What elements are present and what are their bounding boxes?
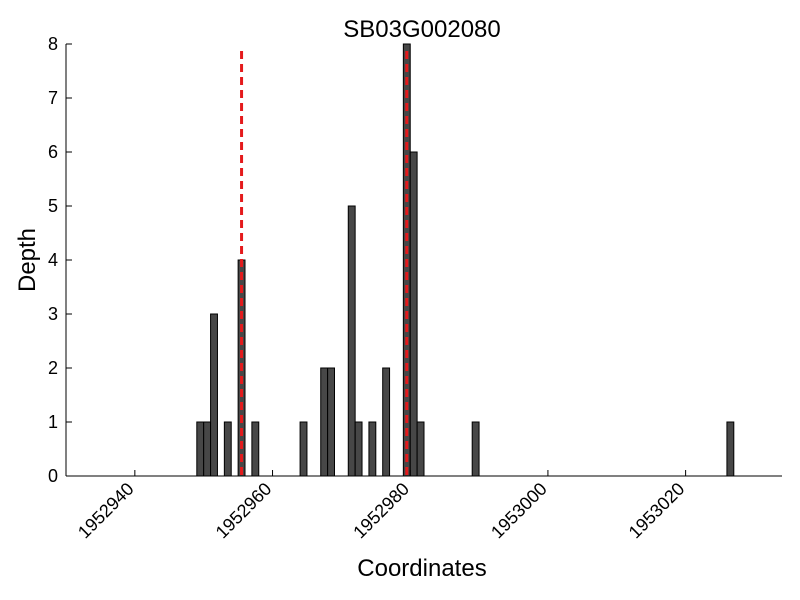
chart-title: SB03G002080 <box>343 16 500 43</box>
x-tick-label: 1953000 <box>487 479 551 543</box>
y-tick-label: 1 <box>48 412 58 432</box>
bar <box>320 367 329 477</box>
bar <box>210 313 218 477</box>
y-tick-label: 4 <box>48 250 58 270</box>
bar <box>203 421 212 477</box>
bar <box>223 421 232 477</box>
bar <box>196 421 205 477</box>
bar <box>382 367 391 477</box>
bar <box>347 205 356 477</box>
y-tick-label: 7 <box>48 88 58 108</box>
y-tick-label: 8 <box>48 34 58 54</box>
plot-area: 0 1 2 3 4 5 6 7 8 1952940 1952960 1952980 1953000 195… <box>48 34 782 542</box>
bar <box>726 421 735 477</box>
bar <box>416 421 425 477</box>
y-tick-label: 0 <box>48 466 58 486</box>
y-tick-label: 3 <box>48 304 58 324</box>
y-tick-label: 2 <box>48 358 58 378</box>
bar <box>368 421 377 477</box>
x-axis-title: Coordinates <box>357 555 486 582</box>
bar <box>251 421 260 477</box>
y-tick-label: 6 <box>48 142 58 162</box>
x-tick-label: 1952980 <box>349 479 413 543</box>
x-tick-label: 1952940 <box>74 479 138 543</box>
x-tick-label: 1952960 <box>212 479 276 543</box>
bar <box>471 421 480 477</box>
bar <box>354 421 363 477</box>
x-tick-label: 1953020 <box>625 479 689 543</box>
y-tick-label: 5 <box>48 196 58 216</box>
bar <box>299 421 308 477</box>
y-axis-title: Depth <box>14 228 41 292</box>
bar <box>327 367 335 477</box>
bar <box>409 151 418 477</box>
